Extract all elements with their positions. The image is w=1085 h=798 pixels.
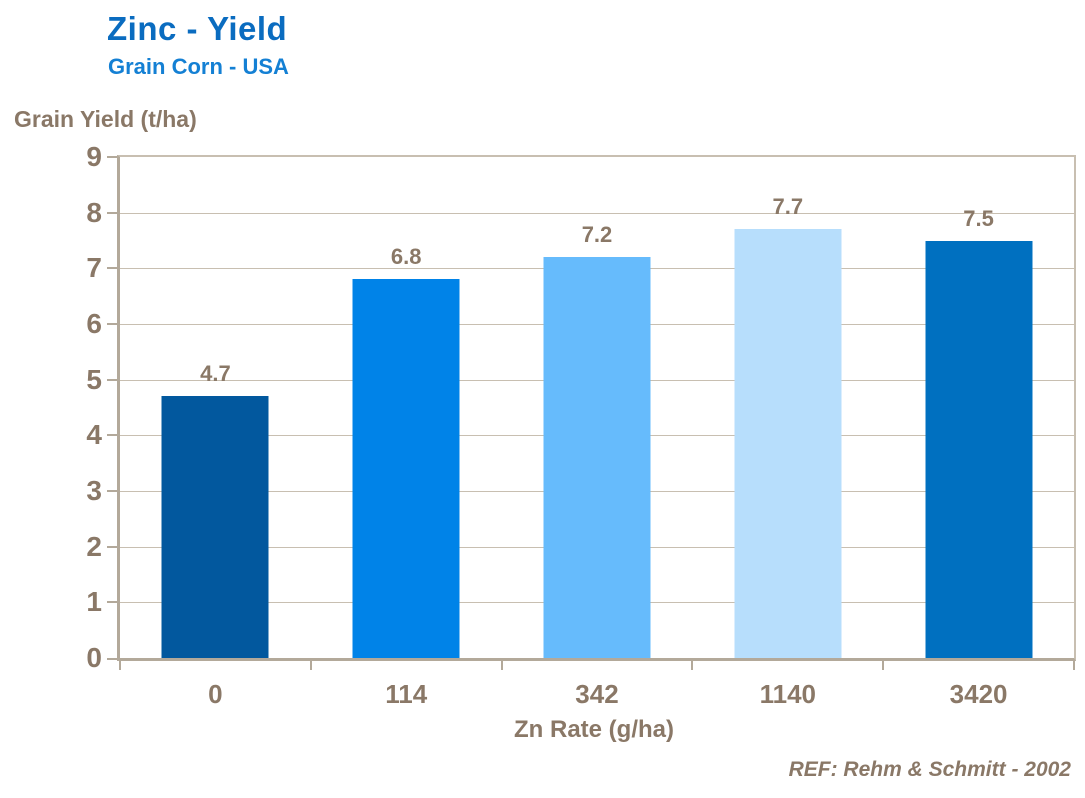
bar-slot: 6.8 (311, 157, 502, 658)
y-axis-title: Grain Yield (t/ha) (14, 106, 197, 132)
x-axis-tick (309, 661, 312, 670)
reference-note: REF: Rehm & Schmitt - 2002 (788, 758, 1071, 781)
x-category-label: 114 (385, 679, 428, 709)
bar-value-label: 4.7 (200, 361, 231, 387)
bar-slot: 7.5 (883, 157, 1074, 658)
bar-0 (161, 396, 269, 658)
bar-slot: 7.7 (692, 157, 883, 658)
y-axis-tick (107, 545, 117, 548)
y-axis-tick (107, 658, 117, 660)
x-axis-tick (500, 661, 503, 670)
y-axis-tick (107, 601, 117, 604)
y-axis-tick (107, 267, 117, 270)
bar-3420 (925, 240, 1033, 658)
y-axis-tick (107, 378, 117, 381)
y-tick-label: 3 (86, 475, 102, 506)
bar-slot: 7.2 (502, 157, 693, 658)
bar-value-label: 6.8 (390, 244, 422, 270)
bar-slot: 4.7 (120, 157, 311, 658)
bar-value-label: 7.2 (581, 222, 613, 248)
x-axis-tick (119, 661, 121, 670)
x-axis-tick (882, 661, 885, 670)
x-axis-tick (1073, 661, 1075, 670)
gridline (120, 212, 1074, 214)
x-axis-title: Zn Rate (g/ha) (514, 716, 674, 743)
x-category-label: 3420 (949, 679, 1008, 709)
y-axis-tick (107, 434, 117, 437)
chart-subtitle: Grain Corn - USA (108, 54, 289, 79)
x-axis-tick (691, 661, 694, 670)
y-axis-tick (107, 490, 117, 492)
y-tick-label: 1 (86, 586, 102, 618)
bar-342 (543, 257, 651, 658)
y-axis-tick (107, 323, 117, 325)
x-category-label: 342 (575, 679, 619, 709)
x-category-label: 1140 (759, 679, 816, 709)
chart-title: Zinc - Yield (107, 10, 288, 47)
x-category-label: 0 (208, 679, 223, 709)
bar-1140 (734, 229, 842, 658)
y-tick-label: 5 (86, 363, 102, 395)
y-axis-tick (107, 211, 117, 214)
y-axis-tick (107, 156, 117, 158)
y-tick-label: 7 (86, 252, 102, 284)
y-tick-label: 4 (86, 419, 102, 451)
bar-value-label: 7.7 (772, 194, 804, 220)
y-tick-label: 9 (86, 141, 102, 172)
bar-value-label: 7.5 (963, 205, 994, 231)
bar-114 (352, 279, 460, 658)
y-tick-label: 2 (86, 530, 102, 562)
plot-area: 0 1 2 3 4 5 6 7 8 9 4.7 0 6.8 114 7.2 342 7.7 1140 7.5 3420 (86, 142, 1076, 709)
y-tick-label: 8 (86, 196, 102, 228)
y-tick-label: 6 (86, 308, 102, 339)
y-tick-label: 0 (86, 642, 102, 673)
